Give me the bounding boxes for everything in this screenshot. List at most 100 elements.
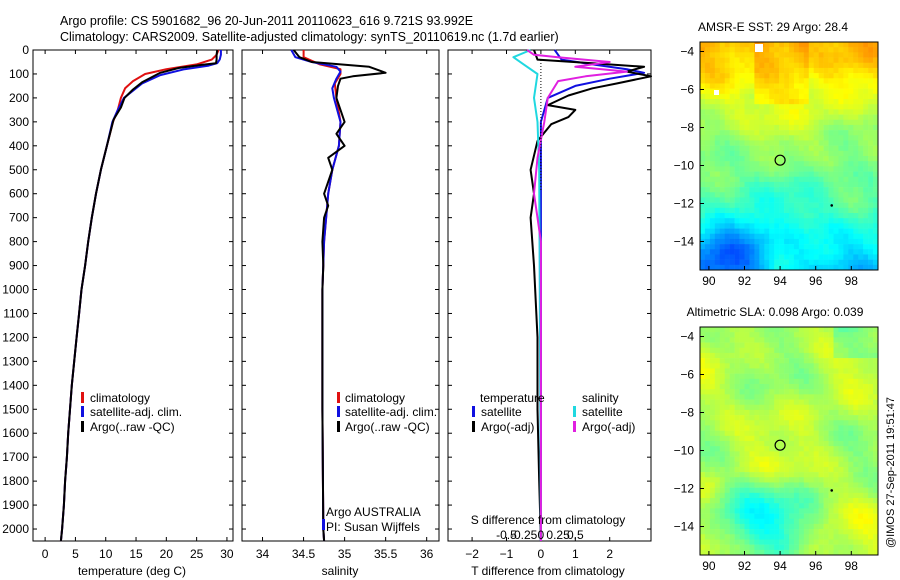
map-cell [843,124,849,131]
map-cell [774,534,780,540]
map-cell [729,363,735,369]
map-cell [704,498,711,504]
map-cell [823,441,829,447]
map-cell [724,435,730,442]
map-cell [719,249,726,255]
map-cell [700,223,706,229]
map-cell [818,119,824,126]
map-cell [793,223,800,229]
map-cell [724,47,730,53]
map-cell [759,347,765,354]
map-cell [724,498,730,504]
map-cell [754,62,760,69]
map-cell [764,150,770,157]
map-cell [714,67,721,74]
map-cell [833,259,839,266]
map-cell [789,415,795,421]
map-cell [798,145,805,152]
map-cell [709,145,716,152]
map-cell [873,176,879,183]
map-cell [759,259,765,266]
map-cell [833,342,839,349]
map-cell [719,114,726,121]
map-cell [789,176,795,183]
map-cell [784,466,790,473]
map-cell [868,238,874,245]
map-cell [808,425,815,431]
map-cell [754,181,760,188]
map-cell [838,233,844,240]
map-cell [818,384,824,390]
map-cell [798,461,805,468]
map-cell [744,503,750,509]
map-cell [858,477,864,483]
map-cell [759,430,765,437]
map-cell [789,109,795,115]
map-cell [873,238,879,245]
map-cell [798,404,805,411]
map-cell [843,83,849,89]
map-cell [704,409,711,416]
map-cell [764,202,770,209]
map-cell [823,83,829,89]
map-cell [744,238,750,245]
map-cell [798,238,805,245]
map-cell [843,244,849,250]
map-cell [798,451,805,457]
map-cell [818,482,824,488]
map-cell [709,352,716,359]
map-cell [853,42,859,48]
map-cell [828,513,834,520]
map-cell [863,145,869,152]
map-cell [873,207,879,214]
map-cell [784,57,790,64]
map-cell [838,549,844,556]
map-cell [868,259,874,266]
map-cell [873,477,879,483]
map-cell [813,352,819,359]
map-cell [704,441,711,447]
map-cell [734,378,740,385]
map-cell [808,156,815,162]
map-cell [853,384,859,390]
map-cell [769,228,775,235]
map-cell [823,523,829,530]
map-cell [843,466,849,473]
map-cell [739,539,745,545]
map-cell [838,228,844,235]
map-cell [724,228,730,235]
map-cell [858,218,864,224]
map-cell [868,508,874,514]
map-cell [803,378,810,385]
map-cell [818,529,824,535]
map-cell [784,327,790,333]
map-cell [764,394,770,400]
map-cell [749,358,755,364]
map-cell [704,52,711,58]
map-cell [764,187,770,193]
map-cell [823,518,829,525]
map-cell [873,544,879,551]
map-cell [724,88,730,95]
map-cell [784,223,790,229]
map-cell [729,259,735,266]
map-cell [828,466,834,473]
map-cell [858,109,864,115]
map-cell [803,171,810,178]
map-cell [759,99,765,105]
map-cell [868,187,874,193]
map-cell [853,52,859,58]
map-cell [779,394,785,400]
map-cell [873,67,879,74]
map-cell [848,420,854,426]
map-cell [798,513,805,520]
map-cell [843,218,849,224]
map-cell [873,399,879,406]
map-cell [793,430,800,437]
map-cell [754,119,760,126]
map-cell [774,187,780,193]
map-cell [858,487,864,494]
map-cell [848,244,854,250]
map-cell [774,99,780,105]
map-cell [769,332,775,338]
